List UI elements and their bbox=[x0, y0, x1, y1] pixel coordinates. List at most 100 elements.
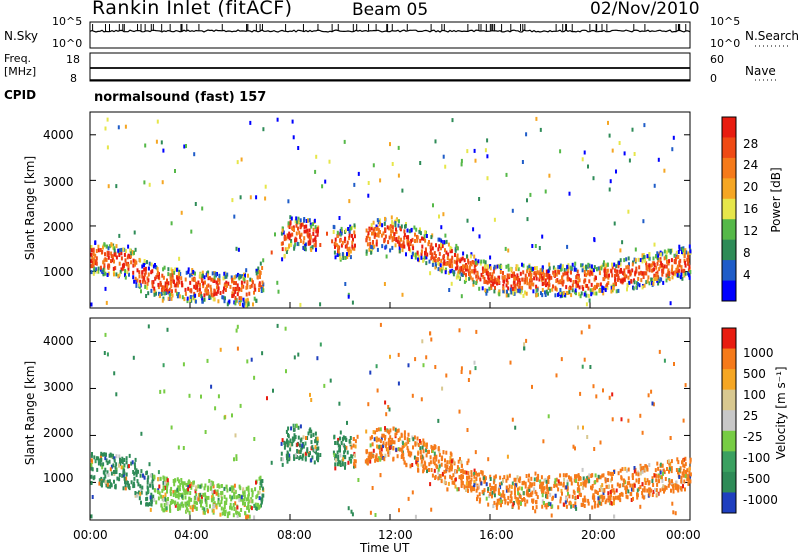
echo-cell bbox=[102, 478, 105, 483]
echo-cell bbox=[579, 294, 582, 299]
echo-cell bbox=[607, 280, 610, 285]
echo-cell bbox=[434, 254, 437, 258]
echo-cell bbox=[171, 293, 174, 298]
echo-cell bbox=[220, 491, 223, 495]
echo-cell bbox=[656, 482, 659, 487]
echo-cell bbox=[529, 285, 532, 290]
echo-cell bbox=[142, 473, 144, 478]
echo-cell bbox=[481, 266, 484, 271]
echo-cell bbox=[416, 436, 419, 441]
echo-cell bbox=[478, 499, 481, 504]
echo-cell bbox=[458, 475, 461, 480]
velocity-cbar-label: Velocity [m s⁻¹] bbox=[774, 366, 788, 460]
echo-cell bbox=[611, 392, 614, 397]
echo-cell bbox=[510, 496, 513, 501]
echo-cell bbox=[103, 351, 106, 355]
echo-cell bbox=[367, 457, 370, 462]
echo-cell bbox=[207, 276, 210, 281]
echo-cell bbox=[505, 264, 508, 269]
echo-cell bbox=[421, 339, 424, 344]
echo-cell bbox=[569, 278, 572, 283]
echo-cell bbox=[466, 461, 469, 466]
echo-cell bbox=[612, 471, 614, 476]
echo-cell bbox=[469, 483, 472, 488]
echo-cell bbox=[548, 282, 551, 287]
echo-cell bbox=[249, 505, 252, 510]
echo-cell bbox=[450, 459, 453, 464]
echo-cell bbox=[308, 218, 311, 223]
echo-cell bbox=[488, 494, 491, 499]
echo-cell bbox=[383, 221, 386, 226]
echo-cell bbox=[592, 268, 595, 273]
echo-cell bbox=[194, 284, 197, 289]
echo-cell bbox=[314, 243, 317, 248]
echo-cell bbox=[511, 417, 514, 422]
echo-cell bbox=[192, 504, 195, 509]
echo-cell bbox=[166, 501, 169, 506]
echo-cell bbox=[397, 145, 400, 150]
echo-cell bbox=[201, 206, 204, 211]
echo-cell bbox=[185, 144, 187, 148]
echo-cell bbox=[511, 208, 514, 213]
echo-cell bbox=[369, 436, 372, 441]
echo-cell bbox=[483, 277, 486, 281]
echo-cell bbox=[565, 285, 568, 290]
echo-cell bbox=[530, 493, 533, 497]
echo-cell bbox=[398, 508, 400, 513]
echo-cell bbox=[500, 503, 502, 508]
echo-cell bbox=[238, 484, 241, 489]
echo-cell bbox=[260, 479, 263, 484]
echo-cell bbox=[344, 446, 347, 451]
echo-cell bbox=[122, 468, 125, 473]
echo-cell bbox=[568, 290, 571, 294]
echo-cell bbox=[264, 196, 267, 201]
echo-cell bbox=[640, 278, 643, 283]
echo-cell bbox=[203, 486, 206, 491]
echo-cell bbox=[506, 289, 508, 294]
echo-cell bbox=[502, 289, 505, 294]
echo-cell bbox=[451, 264, 454, 269]
echo-cell bbox=[180, 480, 183, 485]
echo-cell bbox=[443, 254, 445, 259]
echo-cell bbox=[539, 268, 542, 273]
echo-cell bbox=[449, 264, 452, 269]
echo-cell bbox=[601, 473, 604, 478]
echo-cell bbox=[255, 195, 258, 200]
echo-cell bbox=[450, 467, 453, 472]
echo-cell bbox=[659, 462, 662, 467]
echo-cell bbox=[155, 275, 158, 280]
echo-cell bbox=[197, 484, 200, 489]
echo-cell bbox=[542, 490, 545, 494]
echo-cell bbox=[450, 463, 452, 468]
echo-cell bbox=[484, 148, 487, 153]
echo-cell bbox=[511, 287, 514, 291]
echo-cell bbox=[221, 511, 224, 516]
echo-cell bbox=[123, 458, 126, 462]
echo-cell bbox=[313, 243, 316, 248]
echo-cell bbox=[511, 481, 514, 486]
echo-cell bbox=[488, 279, 491, 284]
echo-cell bbox=[165, 486, 168, 491]
echo-cell bbox=[533, 276, 536, 281]
echo-cell bbox=[615, 271, 618, 276]
echo-cell bbox=[340, 231, 343, 236]
power-ytick-1000: 1000 bbox=[43, 265, 74, 279]
echo-cell bbox=[324, 179, 327, 184]
echo-cell bbox=[257, 490, 260, 495]
echo-cell bbox=[331, 239, 334, 244]
echo-cell bbox=[189, 491, 192, 495]
echo-cell bbox=[176, 487, 179, 492]
echo-cell bbox=[682, 248, 684, 253]
echo-cell bbox=[523, 346, 526, 351]
echo-cell bbox=[131, 460, 134, 465]
power-colorbar-band bbox=[722, 219, 736, 241]
echo-cell bbox=[153, 498, 156, 502]
echo-cell bbox=[147, 475, 150, 480]
echo-cell bbox=[346, 420, 348, 425]
echo-cell bbox=[316, 456, 318, 461]
nsky-tick-low: 10^0 bbox=[52, 37, 83, 50]
echo-cell bbox=[493, 493, 496, 498]
echo-cell bbox=[321, 184, 324, 189]
echo-cell bbox=[528, 282, 531, 287]
echo-cell bbox=[403, 229, 406, 234]
